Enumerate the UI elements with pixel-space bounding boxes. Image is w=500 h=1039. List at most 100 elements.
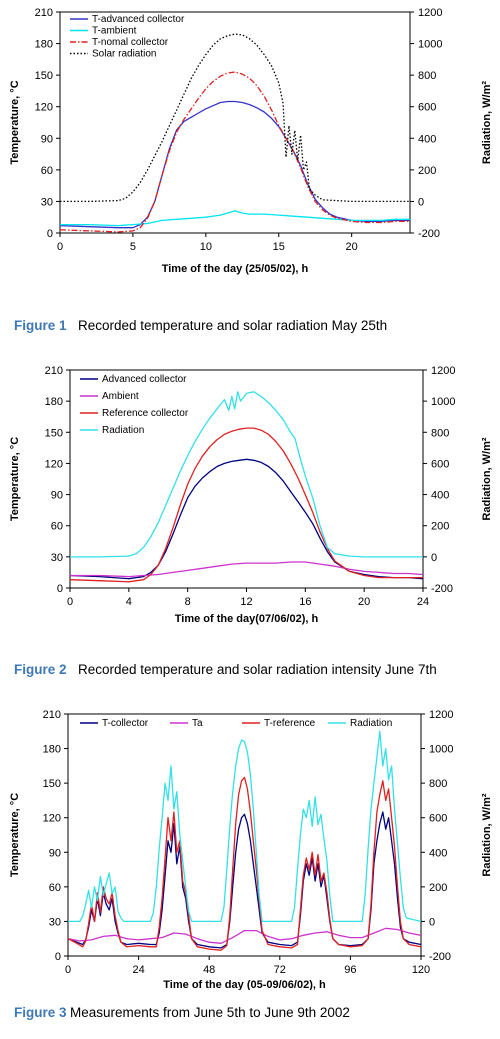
series-line-ambient [70,561,423,578]
y-tick-label: 90 [49,847,61,859]
series-line-t-reference [68,776,421,951]
legend-label: Solar radiation [92,49,156,60]
x-tick-label: 24 [132,964,144,976]
series-line-solar-radiation [60,33,410,203]
y-tick-label: 30 [49,916,61,928]
legend-label: T-advanced collector [92,14,185,25]
y-tick-label: 150 [35,70,53,82]
y2-axis-label: Radiation, W/m² [481,793,493,876]
x-tick-label: 72 [274,964,286,976]
y-tick-label: 150 [43,778,61,790]
chart-2-group: 0306090120150180210-20002004006008001000… [9,365,493,625]
y-tick-label: 30 [51,552,63,564]
y-axis-label: Temperature, °C [9,80,21,164]
figure-1-caption: Figure 1 Recorded temperature and solar r… [14,318,387,333]
y2-tick-label: 800 [418,70,436,82]
plot-frame [69,369,424,589]
y-tick-label: 120 [45,458,63,470]
figure-3-number: Figure 3 [14,1005,67,1020]
y2-tick-label: 1200 [431,365,455,377]
series-line-t-nomal-collector [60,71,410,233]
y-tick-label: 210 [43,709,61,721]
legend-label: T-ambient [92,26,137,37]
y-axis-label: Temperature, °C [9,437,21,521]
y2-tick-label: 200 [429,882,447,894]
y2-tick-label: 400 [429,847,447,859]
figure-1-number: Figure 1 [14,318,67,333]
x-tick-label: 16 [299,596,311,608]
figure-1-chart: 0 30 60 90 120 150 180 210 -200 0 200 400 600 800 1000… [0,0,500,290]
x-tick-label: 0 [57,241,63,253]
x-tick-label: 120 [412,964,430,976]
plot-frame [67,713,422,957]
figure-1-svg: 0306090120150180210-20002004006008001000… [9,7,493,275]
x-axis-label: Time of the day(07/06/02), h [175,613,319,625]
series-line-ta [68,927,421,944]
y2-tick-label: 200 [431,521,449,533]
y2-tick-label: -200 [429,951,451,963]
x-tick-label: 0 [65,964,71,976]
figure-3-caption-text: Measurements from June 5th to June 9th 2… [70,1005,350,1020]
x-axis-label: Time of the day (05-09/06/02), h [163,979,326,990]
y2-tick-label: 400 [431,490,449,502]
y2-tick-label: 600 [429,813,447,825]
y-tick-label: 60 [49,882,61,894]
y2-tick-label: 0 [431,552,437,564]
series-line-t-collector [68,811,421,949]
figure-3-caption: Figure 3 Measurements from June 5th to Ju… [14,1005,350,1020]
chart-3-group: 0 30 60 90 120 150 180 210 -200 0 200 400 600 800 1000… [9,709,493,990]
x-tick-label: 48 [203,964,215,976]
legend-label: T-nomal collector [92,37,169,48]
x-axis-label: Time of the day (25/05/02), h [162,263,309,275]
series-line-radiation [68,730,421,923]
y-tick-label: 210 [35,7,53,19]
y-tick-label: 0 [47,228,53,240]
y-tick-label: 90 [41,133,53,145]
y-tick-label: 120 [35,102,53,114]
x-tick-label: 10 [200,241,212,253]
chart-1-group: 0306090120150180210-20002004006008001000… [9,7,493,275]
y-tick-label: 90 [51,490,63,502]
y-axis-label: Temperature, °C [9,793,21,877]
x-tick-label: 5 [130,241,136,253]
y-tick-label: 60 [41,165,53,177]
y2-axis-label: Radiation, W/m² [481,437,493,520]
y-tick-label: 0 [57,583,63,595]
figure-1-caption-text: Recorded temperature and solar radiation… [78,318,388,333]
figure-2-caption: Figure 2 Recorded temperature and solar r… [14,662,437,677]
y2-tick-label: 0 [418,196,424,208]
series-line-radiation [70,391,423,558]
legend-label: T-reference [264,718,316,729]
y2-tick-label: 1200 [418,7,442,19]
x-tick-label: 15 [273,241,285,253]
y2-tick-label: 600 [431,458,449,470]
y-tick-label: 120 [43,813,61,825]
figure-2-chart: 0 30 60 90 120 150 180 210 -200 0 200 400 600 800 1000… [0,360,500,630]
y-tick-label: 60 [51,521,63,533]
y2-tick-label: 1000 [418,39,442,51]
figure-2-caption-text: Recorded temperature and solar radiation… [78,662,437,677]
y2-tick-label: 0 [429,916,435,928]
figure-3-chart: 0 30 60 90 120 150 180 210 -200 0 200 400 600 800 1000… [0,700,500,990]
x-tick-label: 0 [67,596,73,608]
legend-label: Advanced collector [102,374,187,385]
y2-tick-label: 1000 [429,744,453,756]
y-tick-label: 180 [35,39,53,51]
y2-tick-label: 1200 [429,709,453,721]
y2-tick-label: 200 [418,165,436,177]
x-tick-label: 20 [358,596,370,608]
x-tick-label: 12 [240,596,252,608]
figure-2-number: Figure 2 [14,662,67,677]
y2-tick-label: 800 [431,427,449,439]
y2-axis-label: Radiation, W/m² [481,81,493,164]
legend-label: Ambient [102,391,139,402]
figure-2-svg: 0306090120150180210-20002004006008001000… [9,365,493,625]
series-line-advanced-collector [70,458,423,580]
y-tick-label: 0 [55,951,61,963]
legend-label: Reference collector [102,408,189,419]
legend-label: Radiation [102,425,144,436]
y2-tick-label: 1000 [431,396,455,408]
y2-tick-label: -200 [418,228,440,240]
y-tick-label: 180 [43,744,61,756]
legend-label: T-collector [102,718,149,729]
